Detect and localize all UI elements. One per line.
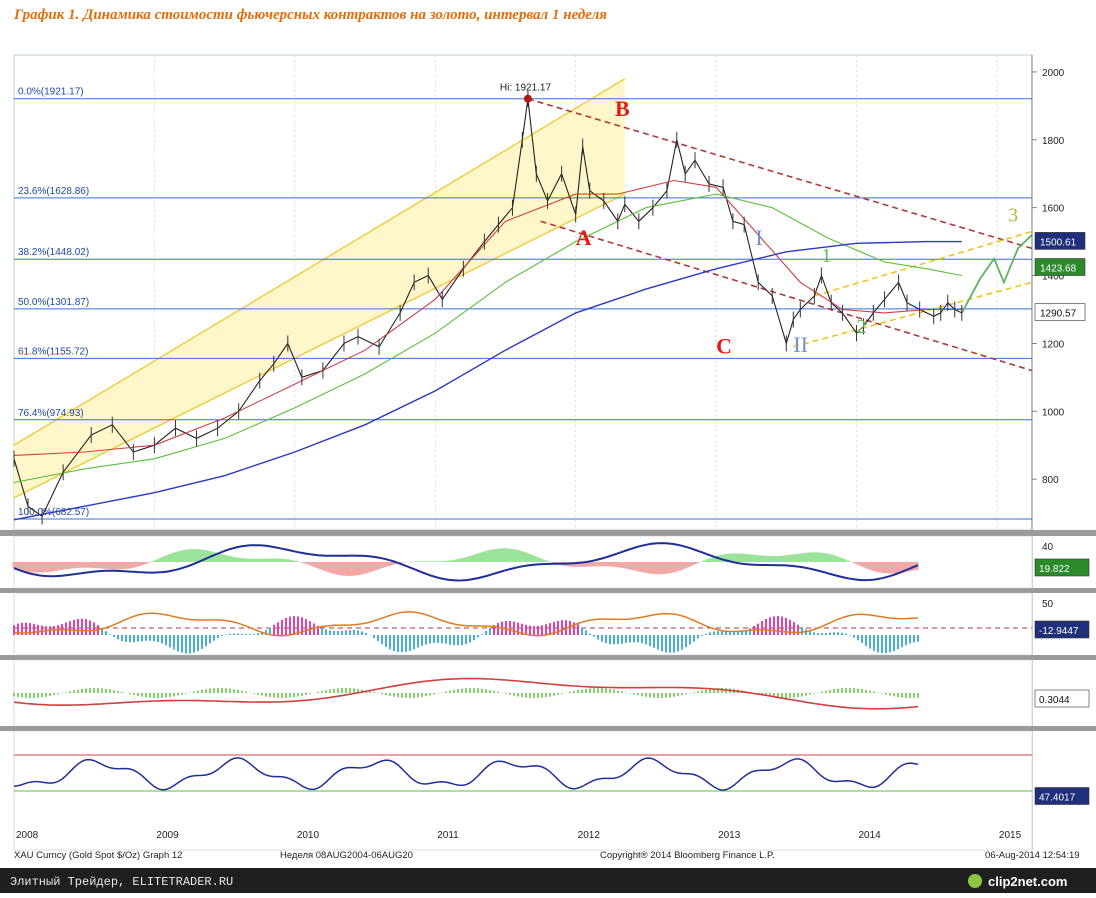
high-marker <box>523 94 532 103</box>
x-tick-label: 2011 <box>437 830 459 841</box>
indicator-panel-4: 47.4017 <box>13 730 1090 851</box>
fib-level-label: 23.6%(1628.86) <box>18 186 89 197</box>
clip2net-logo-icon <box>968 874 982 888</box>
indicator-value-box <box>1034 787 1090 805</box>
wave-label: A <box>576 225 592 250</box>
chart-title: График 1. Динамика стоимости фьючерсных … <box>13 7 607 23</box>
indicator-line <box>13 542 919 582</box>
value-box <box>1034 303 1086 321</box>
value-box-label: 1500.61 <box>1040 237 1077 248</box>
footer-period: Неделя 08AUG2004-06AUG20 <box>280 850 413 861</box>
wave-label: B <box>615 96 630 121</box>
watermark-left: Элитный Трейдер, ELITETRADER.RU <box>10 875 233 889</box>
fib-level-label: 50.0%(1301.87) <box>18 297 89 308</box>
series-ma-short <box>13 179 962 456</box>
uptrend-channel-band <box>14 78 625 498</box>
x-tick-label: 2014 <box>858 830 881 841</box>
main-price-panel: 0.0%(1921.17) 23.6%(1628.86) 38.2%(1448.02… <box>13 54 1033 850</box>
indicator-panel-1: 40 19.822 <box>12 535 1090 589</box>
uptrend-channel-lower <box>13 193 626 499</box>
fib-level-label: 0.0%(1921.17) <box>18 87 84 98</box>
rising-upper-dashed <box>814 230 1033 297</box>
wave-label: C <box>716 334 732 359</box>
series-ma-long <box>13 240 962 521</box>
x-tick-label: 2013 <box>718 830 741 841</box>
indicator-y-tick: 50 <box>1042 599 1054 610</box>
fib-level-label: 76.4%(974.93) <box>18 408 84 419</box>
indicator-value-box <box>1034 558 1090 577</box>
series-forecast <box>961 234 1033 314</box>
indicator-line <box>13 757 919 791</box>
value-box <box>1034 258 1086 276</box>
footer: XAU Curncy (Gold Spot $/Oz) Graph 12 Нед… <box>14 850 1080 861</box>
footer-copyright: Copyright® 2014 Bloomberg Finance L.P. <box>600 850 775 861</box>
value-box-label: 1290.57 <box>1040 309 1077 320</box>
y-tick-label: 1000 <box>1042 407 1065 418</box>
indicator-line <box>13 611 919 637</box>
x-tick-label: 2015 <box>999 830 1022 841</box>
y-tick-label: 1600 <box>1042 204 1065 215</box>
indicator-value-box <box>1034 689 1090 708</box>
value-box-label: 1423.68 <box>1040 264 1077 275</box>
indicator-value-box <box>1034 620 1090 639</box>
x-tick-label: 2008 <box>16 830 39 841</box>
high-label: Hi: 1921.17 <box>500 83 552 94</box>
wave-label: 2 <box>856 316 866 338</box>
y-tick-label: 1400 <box>1042 272 1065 283</box>
value-box <box>1034 232 1086 250</box>
footer-security: XAU Curncy (Gold Spot $/Oz) Graph 12 <box>14 850 182 861</box>
x-tick-label: 2012 <box>578 830 601 841</box>
x-tick-label: 2009 <box>156 830 179 841</box>
y-tick-label: 2000 <box>1042 68 1065 79</box>
wave-label: I <box>755 225 762 250</box>
indicator-line <box>13 677 919 710</box>
indicator-value-label: -12.9447 <box>1039 626 1079 637</box>
uptrend-channel-upper <box>13 78 626 446</box>
indicator-value-label: 47.4017 <box>1039 793 1076 804</box>
rising-lower-dashed <box>793 281 1033 348</box>
series-price <box>13 98 963 518</box>
wave-label: 1 <box>821 245 831 267</box>
indicator-panel-2: 50 -12.9447 <box>13 592 1090 656</box>
x-tick-label: 2010 <box>297 830 320 841</box>
footer-timestamp: 06-Aug-2014 12:54:19 <box>985 850 1080 861</box>
indicator-y-tick: 40 <box>1042 542 1054 553</box>
y-tick-label: 1200 <box>1042 339 1065 350</box>
wave-label: 3 <box>1008 204 1018 226</box>
fib-level-label: 61.8%(1155.72) <box>18 346 88 357</box>
downtrend-lower-line <box>540 220 1033 372</box>
indicator-value-label: 19.822 <box>1039 564 1070 575</box>
wave-label: II <box>793 332 808 357</box>
downtrend-upper-line <box>527 98 1033 250</box>
indicator-panel-3: 0.3044 <box>13 659 1090 727</box>
fib-level-label: 38.2%(1448.02) <box>18 247 89 258</box>
y-tick-label: 800 <box>1042 475 1059 486</box>
watermark-right: clip2net.com <box>988 874 1067 889</box>
series-ma-mid <box>13 193 962 484</box>
watermark-bar: Элитный Трейдер, ELITETRADER.RU clip2net… <box>0 868 1096 893</box>
y-tick-label: 1800 <box>1042 136 1065 147</box>
indicator-value-label: 0.3044 <box>1039 695 1070 706</box>
